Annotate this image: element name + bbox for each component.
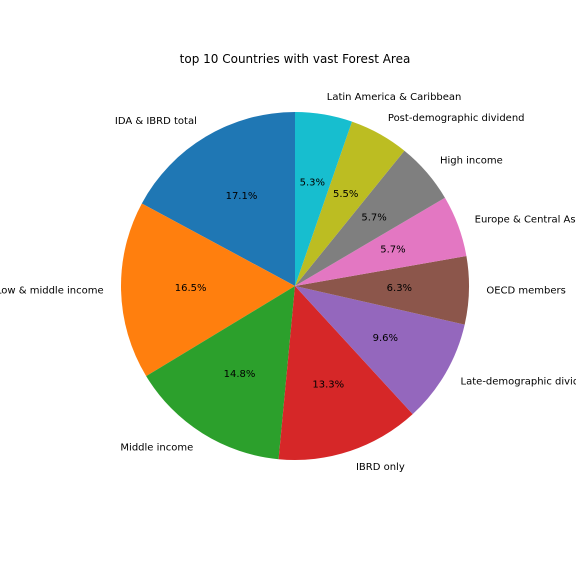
slice-label-oecd-members: OECD members <box>486 285 566 296</box>
slice-label-ibrd-only: IBRD only <box>356 462 405 473</box>
slice-label-europe-and-central-asia: Europe & Central Asia <box>475 214 576 225</box>
slice-percent-ibrd-only: 13.3% <box>312 379 344 390</box>
pie-slice-europe-and-central-asia <box>295 197 467 286</box>
pie-slice-low-and-middle-income <box>120 203 295 377</box>
slice-percent-latin-america-and-caribbean: 5.3% <box>300 178 325 189</box>
slice-label-middle-income: Middle income <box>120 443 193 454</box>
slice-percent-high-income: 5.7% <box>361 212 386 223</box>
slice-percent-oecd-members: 6.3% <box>387 283 412 294</box>
pie-slice-post-demographic-dividend <box>295 121 405 286</box>
pie-slice-oecd-members <box>295 256 470 325</box>
slice-label-high-income: High income <box>440 156 503 167</box>
slice-percent-middle-income: 14.8% <box>224 369 256 380</box>
pie-percent-labels: 17.1% 16.5% 14.8% 13.3% 9.6% 6.3% 5.7% 5.7% 5.5%… <box>175 178 412 391</box>
slice-percent-post-demographic-dividend: 5.5% <box>333 189 358 200</box>
pie-slice-middle-income <box>146 286 295 460</box>
slice-label-ida-and-ibrd-total: IDA & IBRD total <box>115 116 197 127</box>
slice-percent-ida-and-ibrd-total: 17.1% <box>226 191 258 202</box>
pie-slices <box>120 112 470 460</box>
pie-slice-latin-america-and-caribbean <box>295 112 352 286</box>
slice-percent-low-and-middle-income: 16.5% <box>175 283 207 294</box>
pie-slice-high-income <box>295 150 445 286</box>
slice-label-late-demographic-dividend: Late-demographic dividend <box>461 377 576 388</box>
slice-label-latin-america-and-caribbean: Latin America & Caribbean <box>327 92 462 103</box>
slice-percent-late-demographic-dividend: 9.6% <box>373 333 398 344</box>
pie-slice-late-demographic-dividend <box>295 286 465 415</box>
slice-percent-europe-and-central-asia: 5.7% <box>380 244 405 255</box>
chart-title: top 10 Countries with vast Forest Area <box>180 52 411 66</box>
slice-label-post-demographic-dividend: Post-demographic dividend <box>388 113 525 124</box>
pie-slice-ida-and-ibrd-total <box>141 112 295 286</box>
pie-outer-labels: IDA & IBRD total Low & middle income Middl… <box>0 92 576 473</box>
pie-slice-ibrd-only <box>278 286 413 460</box>
slice-label-low-and-middle-income: Low & middle income <box>0 285 104 296</box>
